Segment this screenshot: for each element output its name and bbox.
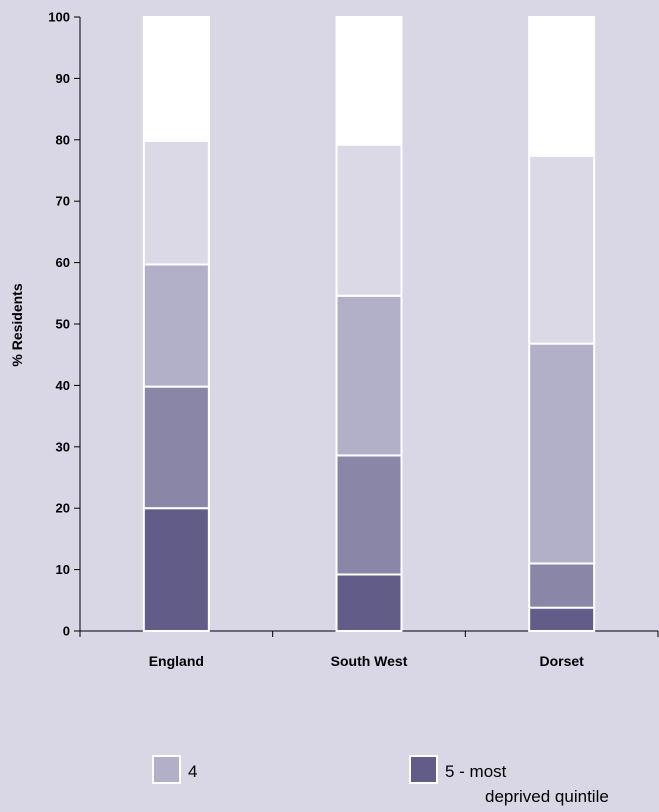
y-tick-label: 20 (56, 501, 70, 516)
y-tick-label: 0 (63, 624, 70, 639)
bar-segment (335, 454, 403, 576)
bar-segment (335, 294, 403, 457)
bar-segment (528, 606, 596, 633)
bar-segment (142, 16, 210, 143)
bar-segment (528, 342, 596, 565)
bar-segment (528, 562, 596, 609)
y-axis: 0 10 20 30 40 50 60 70 80 90 100 (48, 10, 81, 639)
legend-label: 4 (188, 762, 197, 781)
legend-swatch (409, 755, 438, 784)
legend: 4 5 - most deprived quintile (152, 755, 609, 806)
x-category-label: England (149, 653, 204, 669)
x-category-label: Dorset (539, 653, 584, 669)
y-tick-label: 100 (48, 10, 70, 25)
y-tick-label: 80 (56, 132, 70, 147)
x-category-label: South West (331, 653, 408, 669)
bars (142, 16, 596, 633)
y-tick-label: 10 (56, 562, 70, 577)
y-tick-label: 30 (56, 439, 70, 454)
bar-segment (335, 16, 403, 146)
bar-segment (528, 16, 596, 157)
bar-segment (142, 507, 210, 633)
y-tick-label: 90 (56, 71, 70, 86)
y-tick-label: 70 (56, 194, 70, 209)
y-tick-label: 60 (56, 255, 70, 270)
y-axis-title: % Residents (9, 283, 25, 366)
bar-segment (142, 263, 210, 388)
bar-segment (528, 154, 596, 345)
bar-segment (335, 143, 403, 297)
bar-segment (335, 573, 403, 633)
legend-label: deprived quintile (485, 787, 609, 806)
y-tick-label: 40 (56, 378, 70, 393)
legend-swatch (152, 755, 181, 784)
bar-segment (142, 385, 210, 510)
category-labels: England South West Dorset (149, 653, 584, 669)
bar-segment (142, 140, 210, 266)
y-tick-label: 50 (56, 317, 70, 332)
legend-label: 5 - most (445, 762, 507, 781)
